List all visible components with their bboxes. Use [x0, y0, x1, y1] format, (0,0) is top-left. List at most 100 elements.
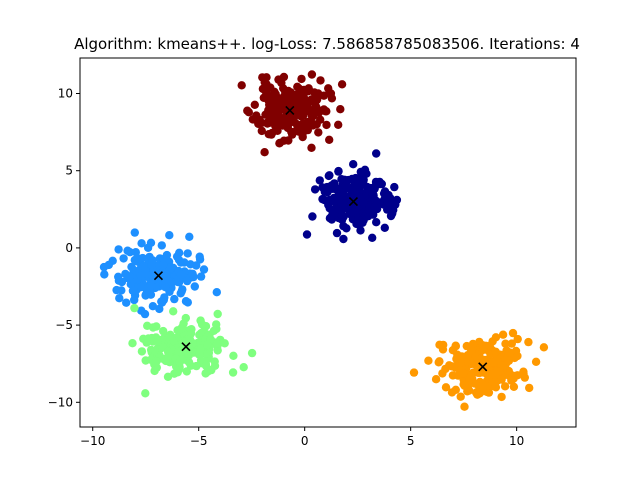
cluster-5-point: [497, 392, 506, 402]
cluster-1-point: [304, 98, 313, 108]
cluster-3-point: [134, 254, 144, 263]
cluster-2-point: [390, 182, 399, 192]
cluster-3-point: [117, 286, 126, 295]
cluster-2-point: [329, 183, 338, 192]
cluster-3-point: [130, 228, 139, 237]
cluster-3-point: [129, 286, 138, 295]
cluster-2-point: [334, 195, 344, 204]
cluster-3-point: [146, 281, 156, 290]
cluster-4-point: [229, 351, 238, 360]
cluster-2-point: [359, 176, 368, 186]
cluster-4-point: [186, 329, 196, 338]
cluster-5-point: [507, 376, 516, 385]
cluster-5-point: [441, 383, 451, 392]
cluster-2-point: [347, 193, 356, 202]
cluster-1-point: [283, 123, 292, 133]
cluster-2-point: [355, 219, 364, 229]
cluster-2-point: [372, 149, 381, 158]
cluster-4-point: [150, 346, 160, 355]
cluster-3-point: [212, 288, 221, 297]
cluster-1-point: [301, 107, 310, 116]
cluster-1-point: [274, 117, 284, 126]
cluster-2-point: [339, 234, 348, 244]
cluster-2-point: [328, 206, 337, 215]
cluster-4-point: [213, 309, 222, 319]
cluster-3-point: [166, 263, 176, 273]
cluster-2-point: [379, 189, 389, 198]
cluster-1-point: [325, 135, 334, 144]
cluster-3-point: [190, 282, 199, 291]
cluster-2-point: [310, 185, 320, 194]
cluster-4-point: [128, 339, 137, 348]
cluster-1-point: [244, 108, 253, 117]
cluster-5-point: [467, 359, 477, 368]
cluster-3-point: [177, 287, 186, 296]
cluster-4-point: [239, 363, 248, 372]
cluster-2-point: [380, 223, 389, 232]
cluster-1-point: [254, 119, 263, 128]
y-tick-label: −10: [48, 395, 73, 409]
cluster-5-point: [491, 347, 500, 356]
cluster-5-point: [489, 377, 498, 387]
cluster-1-point: [260, 148, 269, 157]
cluster-5-point: [460, 402, 469, 411]
cluster-2-point: [347, 186, 357, 195]
cluster-5-point: [498, 361, 507, 370]
cluster-2-point: [371, 177, 381, 187]
cluster-3-point: [161, 283, 170, 292]
cluster-2-point: [302, 230, 312, 239]
centroid-marker-5: [478, 362, 488, 372]
cluster-2-point: [349, 160, 358, 169]
cluster-3-point: [130, 295, 139, 305]
cluster-1-point: [337, 80, 347, 89]
cluster-1-point: [263, 94, 272, 103]
cluster-5-point: [482, 387, 491, 396]
cluster-4-point: [141, 389, 150, 398]
cluster-3-point: [119, 254, 128, 263]
cluster-3-point: [183, 276, 192, 286]
cluster-3-point: [183, 249, 192, 258]
cluster-3-point: [117, 277, 127, 287]
cluster-1-point: [307, 143, 316, 152]
cluster-4-point: [212, 320, 221, 329]
cluster-3-point: [181, 297, 191, 306]
cluster-5-point: [524, 337, 533, 347]
cluster-2-point: [318, 194, 327, 204]
cluster-3-point: [175, 248, 184, 257]
cluster-4-point: [182, 367, 191, 376]
cluster-2-point: [341, 203, 350, 212]
cluster-5-point: [513, 334, 522, 344]
cluster-4-point: [152, 322, 161, 331]
cluster-4-point: [141, 356, 150, 365]
cluster-5-point: [478, 355, 488, 364]
cluster-5-point: [539, 343, 549, 352]
cluster-2-point: [359, 198, 368, 207]
cluster-2-point: [315, 176, 324, 185]
cluster-3-point: [186, 260, 195, 269]
cluster-2-point: [324, 200, 333, 210]
cluster-1-point: [334, 120, 343, 129]
cluster-5-point: [505, 348, 515, 357]
cluster-1-point: [260, 78, 269, 87]
cluster-2-point: [356, 226, 365, 235]
cluster-5-point: [469, 368, 478, 377]
cluster-1-point: [265, 100, 274, 110]
cluster-4-point: [207, 365, 216, 375]
cluster-4-point: [173, 326, 182, 335]
cluster-3-point: [131, 248, 140, 257]
cluster-5-point: [451, 342, 460, 351]
cluster-3-point: [115, 294, 124, 303]
cluster-5-point: [478, 345, 488, 355]
cluster-5-point: [500, 382, 510, 391]
cluster-4-point: [137, 347, 147, 356]
cluster-3-point: [162, 250, 172, 260]
cluster-3-point: [170, 294, 179, 304]
cluster-5-point: [498, 330, 508, 339]
cluster-3-point: [159, 260, 168, 269]
chart-title: Algorithm: kmeans++. log-Loss: 7.5868587…: [74, 35, 580, 53]
cluster-1-point: [297, 74, 306, 84]
cluster-5-point: [525, 383, 534, 393]
cluster-5-point: [475, 389, 484, 398]
cluster-2-point: [368, 233, 377, 242]
cluster-5-point: [494, 367, 503, 376]
